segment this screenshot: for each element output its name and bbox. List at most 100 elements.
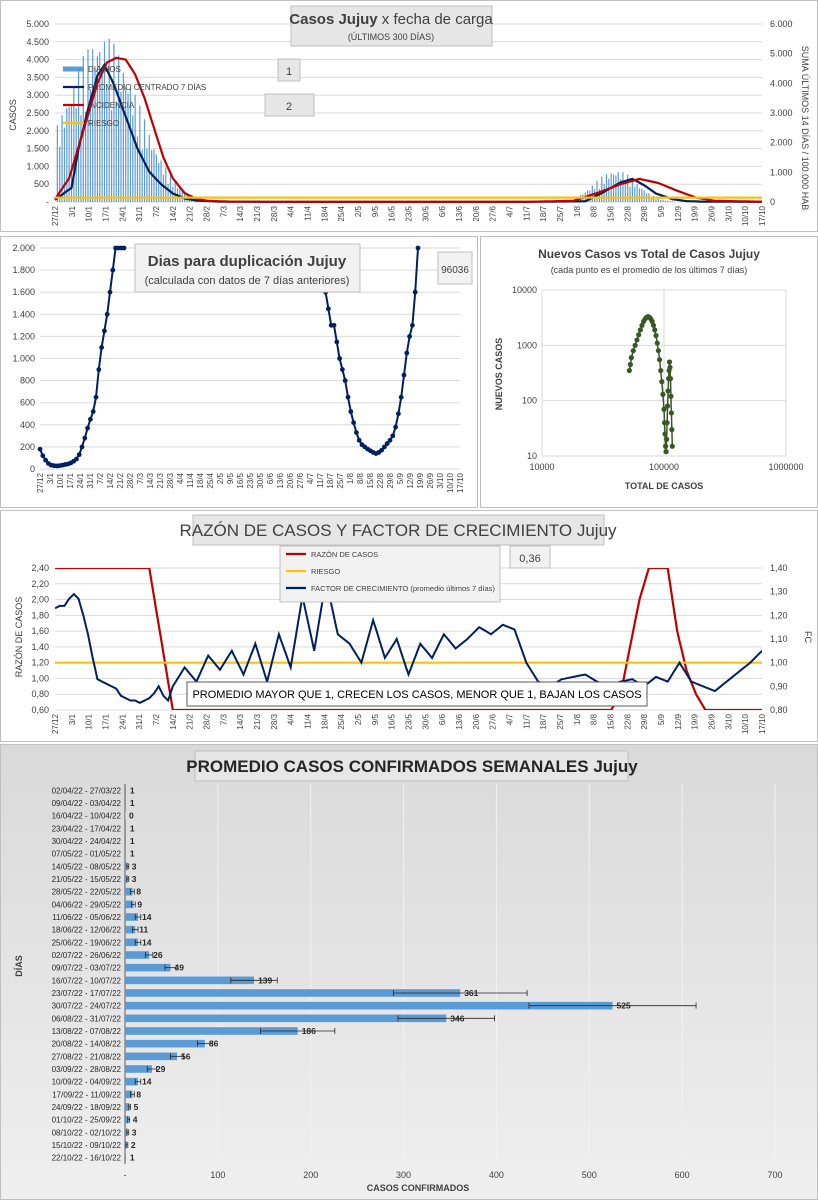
duplicacion-point	[351, 420, 356, 425]
semanales-category: 08/10/22 - 02/10/22	[52, 1128, 122, 1137]
duplicacion-chart: 0 200 400 600 800 1.000 1.200 1.400 1.600 1.800 2.…	[0, 236, 478, 508]
nuevos-point	[628, 355, 634, 361]
casos-y2tick: 2.000	[770, 138, 793, 148]
razon-xtick: 23/5	[405, 713, 414, 729]
razon-xtick: 14/3	[236, 713, 245, 729]
semanales-value-label: 3	[132, 861, 137, 871]
duplicacion-xtick: 25/7	[336, 472, 345, 488]
semanales-category: 15/10/22 - 09/10/22	[52, 1141, 122, 1150]
semanales-value-label: 139	[258, 975, 272, 985]
duplicacion-xtick: 17/10	[456, 472, 465, 493]
semanales-value-label: 56	[181, 1051, 191, 1061]
nuevos-point	[660, 391, 666, 397]
duplicacion-point	[93, 394, 99, 400]
semanales-value-label: 0	[129, 811, 134, 821]
duplicacion-xtick: 12/9	[406, 472, 415, 488]
nuevos-point	[664, 420, 670, 426]
casos-bar	[134, 94, 136, 202]
duplicacion-point	[99, 345, 104, 350]
duplicacion-point	[407, 334, 412, 339]
razon-xtick: 11/7	[522, 713, 531, 729]
casos-bar	[59, 146, 61, 202]
casos-xtick: 30/5	[421, 205, 430, 221]
semanales-bar	[125, 1077, 138, 1086]
duplicacion-point	[393, 424, 398, 430]
casos-ytick: 1.500	[26, 144, 49, 154]
duplicacion-badge: 96036	[441, 265, 469, 276]
semanales-category: 06/08/22 - 31/07/22	[52, 1014, 122, 1023]
razon-xtick: 4/7	[506, 713, 515, 725]
duplicacion-point	[96, 367, 102, 372]
duplicacion-point	[331, 322, 337, 328]
semanales-category: 27/08/22 - 21/08/22	[52, 1052, 122, 1061]
duplicacion-xtick: 18/4	[196, 472, 205, 488]
semanales-xtick: 500	[582, 1170, 597, 1180]
casos-bar	[181, 190, 183, 202]
casos-bar	[94, 68, 96, 202]
casos-y2label: SUMA ÚLTIMOS 14 DÍAS / 100.000 HAB	[800, 46, 810, 210]
semanales-value-label: 1	[130, 849, 135, 859]
duplicacion-point	[340, 367, 345, 372]
semanales-category: 02/07/22 - 26/06/22	[52, 951, 122, 960]
casos-xtick: 1/8	[573, 205, 582, 217]
razon-note: PROMEDIO MAYOR QUE 1, CRECEN LOS CASOS, …	[192, 689, 641, 701]
razon-y2label: FC	[803, 631, 813, 643]
nuevos-point	[662, 443, 669, 449]
razon-xtick: 5/9	[657, 713, 666, 725]
casos-xtick: 18/4	[320, 205, 329, 221]
casos-bar	[664, 200, 666, 202]
duplicacion-xtick: 27/12	[36, 472, 45, 493]
nuevos-title: Nuevos Casos vs Total de Casos Jujuy	[538, 247, 760, 261]
semanales-category: 04/06/22 - 29/05/22	[52, 900, 122, 909]
nuevos-point	[669, 443, 675, 449]
razon-xtick: 25/7	[556, 713, 565, 729]
casos-bar	[125, 87, 127, 202]
casos-bar	[636, 183, 638, 202]
semanales-xtick: -	[124, 1170, 127, 1180]
nuevos-point	[667, 376, 674, 382]
casos-badge-1: 1	[286, 66, 292, 78]
semanales-xtick: 600	[675, 1170, 690, 1180]
casos-bar	[169, 174, 172, 202]
casos-bar	[108, 38, 110, 202]
casos-xtick: 14/3	[236, 205, 245, 221]
semanales-xtick: 400	[489, 1170, 504, 1180]
casos-xtick: 12/9	[674, 205, 683, 221]
razon-xtick: 16/5	[388, 713, 397, 729]
duplicacion-point	[387, 437, 393, 443]
duplicacion-xtick: 30/5	[256, 472, 265, 488]
duplicacion-point	[398, 394, 404, 400]
casos-y2tick: 5.000	[770, 49, 793, 59]
duplicacion-xtick: 3/10	[436, 472, 445, 488]
duplicacion-point	[384, 441, 390, 446]
casos-ytick: 2.500	[26, 108, 49, 118]
semanales-value-label: 14	[142, 937, 152, 947]
semanales-bar	[125, 1027, 298, 1035]
casos-xtick: 23/5	[405, 205, 414, 221]
casos-xtick: 10/1	[85, 205, 94, 221]
semanales-chart: PROMEDIO CASOS CONFIRMADOS SEMANALES Juj…	[0, 744, 818, 1200]
semanales-bar	[125, 799, 126, 807]
nuevos-point	[668, 410, 675, 416]
semanales-category: 24/09/22 - 18/09/22	[52, 1103, 122, 1112]
casos-bar	[103, 41, 106, 202]
semanales-value-label: 3	[132, 874, 137, 884]
semanales-bar	[125, 976, 255, 985]
duplicacion-point	[356, 437, 362, 443]
casos-xtick: 18/7	[539, 205, 548, 221]
semanales-category: 25/06/22 - 19/06/22	[52, 938, 122, 947]
casos-xtick: 25/7	[556, 205, 565, 221]
casos-bar	[669, 201, 671, 202]
duplicacion-ytick: 2.000	[12, 243, 35, 253]
razon-legend-label: RAZÓN DE CASOS	[311, 550, 378, 559]
razon-xtick: 3/10	[724, 713, 733, 729]
nuevos-point	[667, 364, 673, 370]
duplicacion-ytick: 600	[20, 398, 35, 408]
semanales-value-label: 4	[133, 1115, 138, 1125]
duplicacion-xtick: 22/8	[376, 472, 385, 488]
casos-bar	[80, 115, 82, 202]
casos-bar	[601, 176, 603, 202]
nuevos-point	[637, 327, 643, 333]
duplicacion-xtick: 2/5	[216, 472, 225, 484]
nuevos-xlabel: TOTAL DE CASOS	[625, 481, 704, 491]
